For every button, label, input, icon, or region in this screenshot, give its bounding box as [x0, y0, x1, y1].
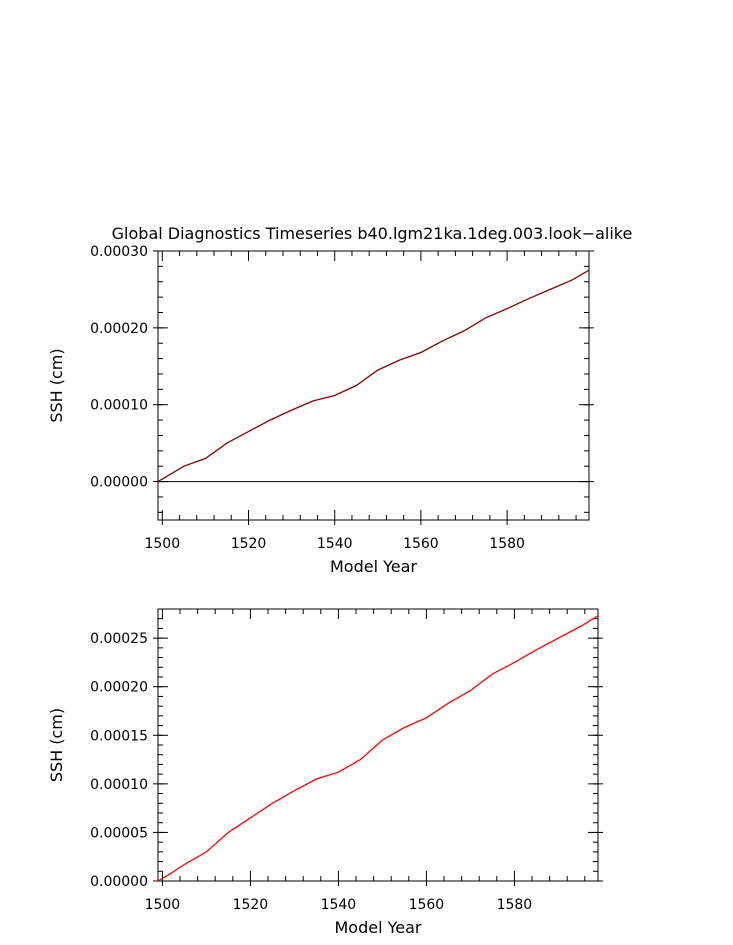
y-tick-label: 0.00020 — [90, 680, 148, 696]
x-tick-label: 1560 — [409, 897, 445, 913]
y-tick-label: 0.00000 — [90, 475, 148, 491]
y-axis-label: SSH (cm) — [47, 708, 66, 782]
x-tick-label: 1540 — [317, 536, 353, 552]
y-tick-label: 0.00025 — [90, 631, 148, 647]
y-axis-label: SSH (cm) — [47, 348, 66, 422]
x-tick-label: 1580 — [497, 897, 533, 913]
x-tick-label: 1560 — [403, 536, 439, 552]
bottom-panel: 1500 1520 1540 1560 1580 0.00000 0.00005 0.0001… — [47, 608, 603, 937]
x-tick-label: 1540 — [321, 897, 357, 913]
plot-frame — [157, 608, 599, 882]
x-tick-label: 1500 — [144, 536, 180, 552]
x-tick-label: 1580 — [489, 536, 525, 552]
y-tick-label: 0.00020 — [90, 321, 148, 337]
top-panel: 1500 1520 1540 1560 1580 0.00000 0.00010 0.0002… — [47, 244, 594, 576]
y-tick-label: 0.00010 — [90, 398, 148, 414]
y-tick-label: 0.00015 — [90, 728, 148, 744]
x-tick-label: 1500 — [145, 897, 181, 913]
y-tick-label: 0.00005 — [90, 825, 148, 841]
y-tick-label: 0.00030 — [90, 244, 148, 260]
y-tick-label: 0.00000 — [90, 874, 148, 890]
series-line — [157, 615, 599, 882]
figure-title: Global Diagnostics Timeseries b40.lgm21k… — [112, 224, 633, 243]
y-tick-label: 0.00010 — [90, 777, 148, 793]
x-axis-label: Model Year — [335, 918, 422, 937]
series-line — [157, 269, 590, 483]
x-tick-label: 1520 — [233, 897, 269, 913]
plot-frame — [157, 250, 590, 521]
x-axis-label: Model Year — [330, 557, 417, 576]
x-tick-label: 1520 — [231, 536, 267, 552]
